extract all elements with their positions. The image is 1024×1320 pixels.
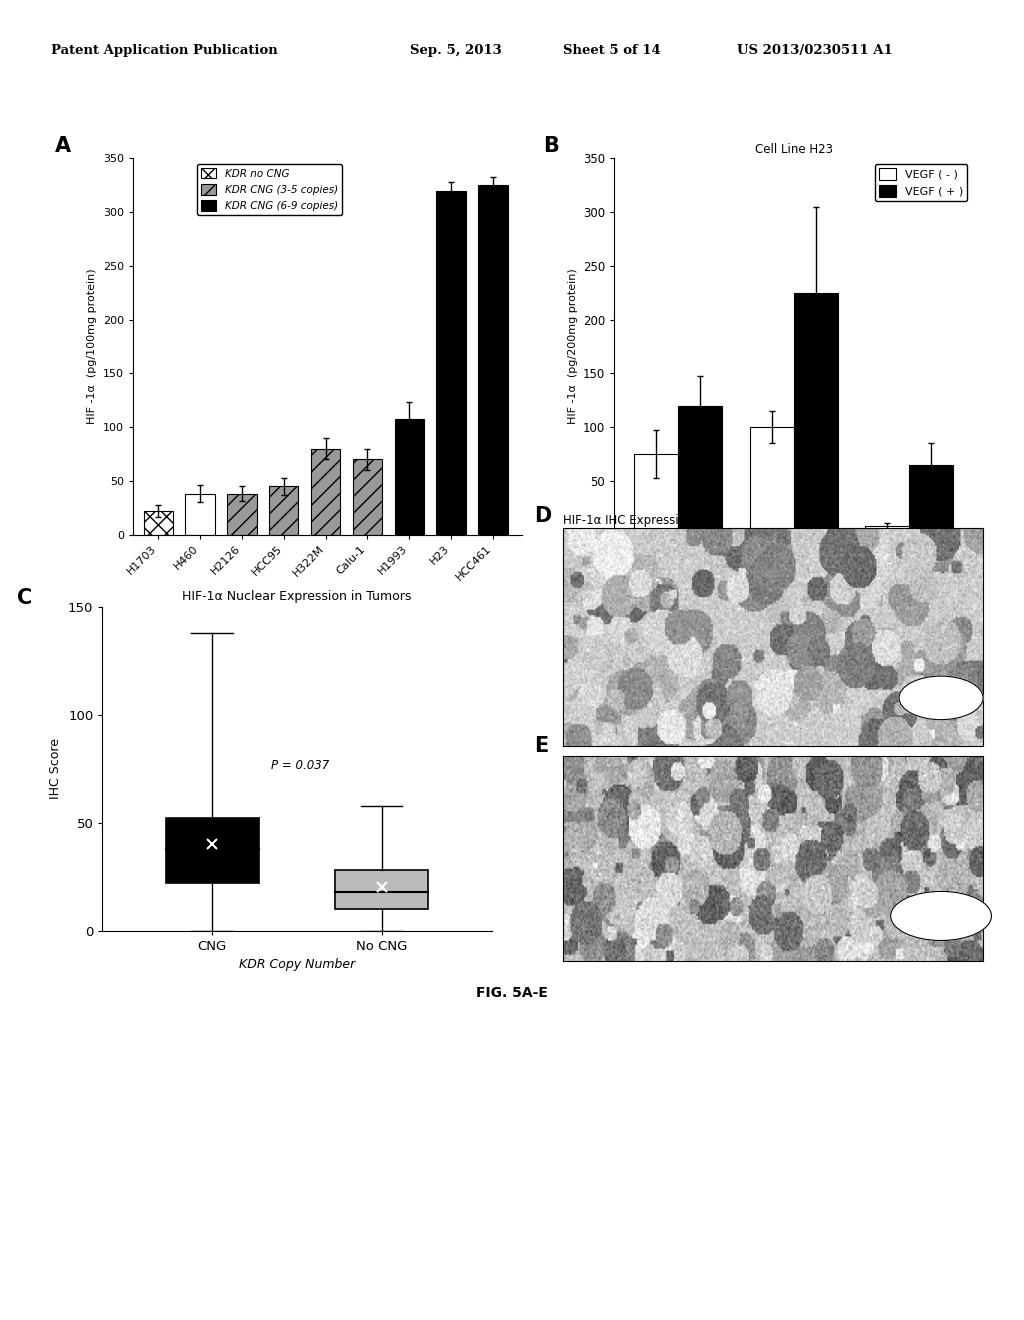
Bar xyxy=(353,459,382,535)
Y-axis label: HIF -1α  (pg/200mg protein): HIF -1α (pg/200mg protein) xyxy=(567,269,578,424)
Bar xyxy=(143,511,173,535)
Bar xyxy=(335,870,428,909)
Bar xyxy=(865,525,909,535)
Text: HIF-1α IHC Expression: HIF-1α IHC Expression xyxy=(563,513,693,527)
Text: Sep. 5, 2013: Sep. 5, 2013 xyxy=(410,44,502,57)
Bar xyxy=(794,293,838,535)
Bar xyxy=(311,449,340,535)
Bar xyxy=(478,185,508,535)
Bar xyxy=(909,465,953,535)
Text: C: C xyxy=(16,587,32,607)
Text: US 2013/0230511 A1: US 2013/0230511 A1 xyxy=(737,44,893,57)
Bar xyxy=(436,190,466,535)
Bar xyxy=(394,418,424,535)
Legend: KDR no CNG, KDR CNG (3-5 copies), KDR CNG (6-9 copies): KDR no CNG, KDR CNG (3-5 copies), KDR CN… xyxy=(197,164,342,215)
Bar xyxy=(269,486,298,535)
Text: P = 0.037: P = 0.037 xyxy=(271,759,330,772)
Circle shape xyxy=(891,891,991,940)
Title: Cell Line H23: Cell Line H23 xyxy=(755,143,833,156)
Legend: VEGF ( - ), VEGF ( + ): VEGF ( - ), VEGF ( + ) xyxy=(874,164,968,201)
Bar xyxy=(227,494,257,535)
Bar xyxy=(185,494,215,535)
Y-axis label: IHC Score: IHC Score xyxy=(49,738,62,800)
X-axis label: KDR Copy Number: KDR Copy Number xyxy=(239,958,355,972)
Bar xyxy=(166,818,259,883)
Y-axis label: HIF -1α  (pg/100mg protein): HIF -1α (pg/100mg protein) xyxy=(87,269,97,424)
Text: FIG. 5A-E: FIG. 5A-E xyxy=(476,986,548,999)
Text: B: B xyxy=(543,136,559,156)
Bar xyxy=(634,454,678,535)
Text: E: E xyxy=(534,735,548,756)
Text: A: A xyxy=(55,136,72,156)
Text: D: D xyxy=(534,507,551,527)
Title: HIF-1α Nuclear Expression in Tumors: HIF-1α Nuclear Expression in Tumors xyxy=(182,590,412,603)
Bar xyxy=(678,405,722,535)
Bar xyxy=(750,428,794,535)
Circle shape xyxy=(899,676,983,719)
Text: Sheet 5 of 14: Sheet 5 of 14 xyxy=(563,44,660,57)
Text: Patent Application Publication: Patent Application Publication xyxy=(51,44,278,57)
